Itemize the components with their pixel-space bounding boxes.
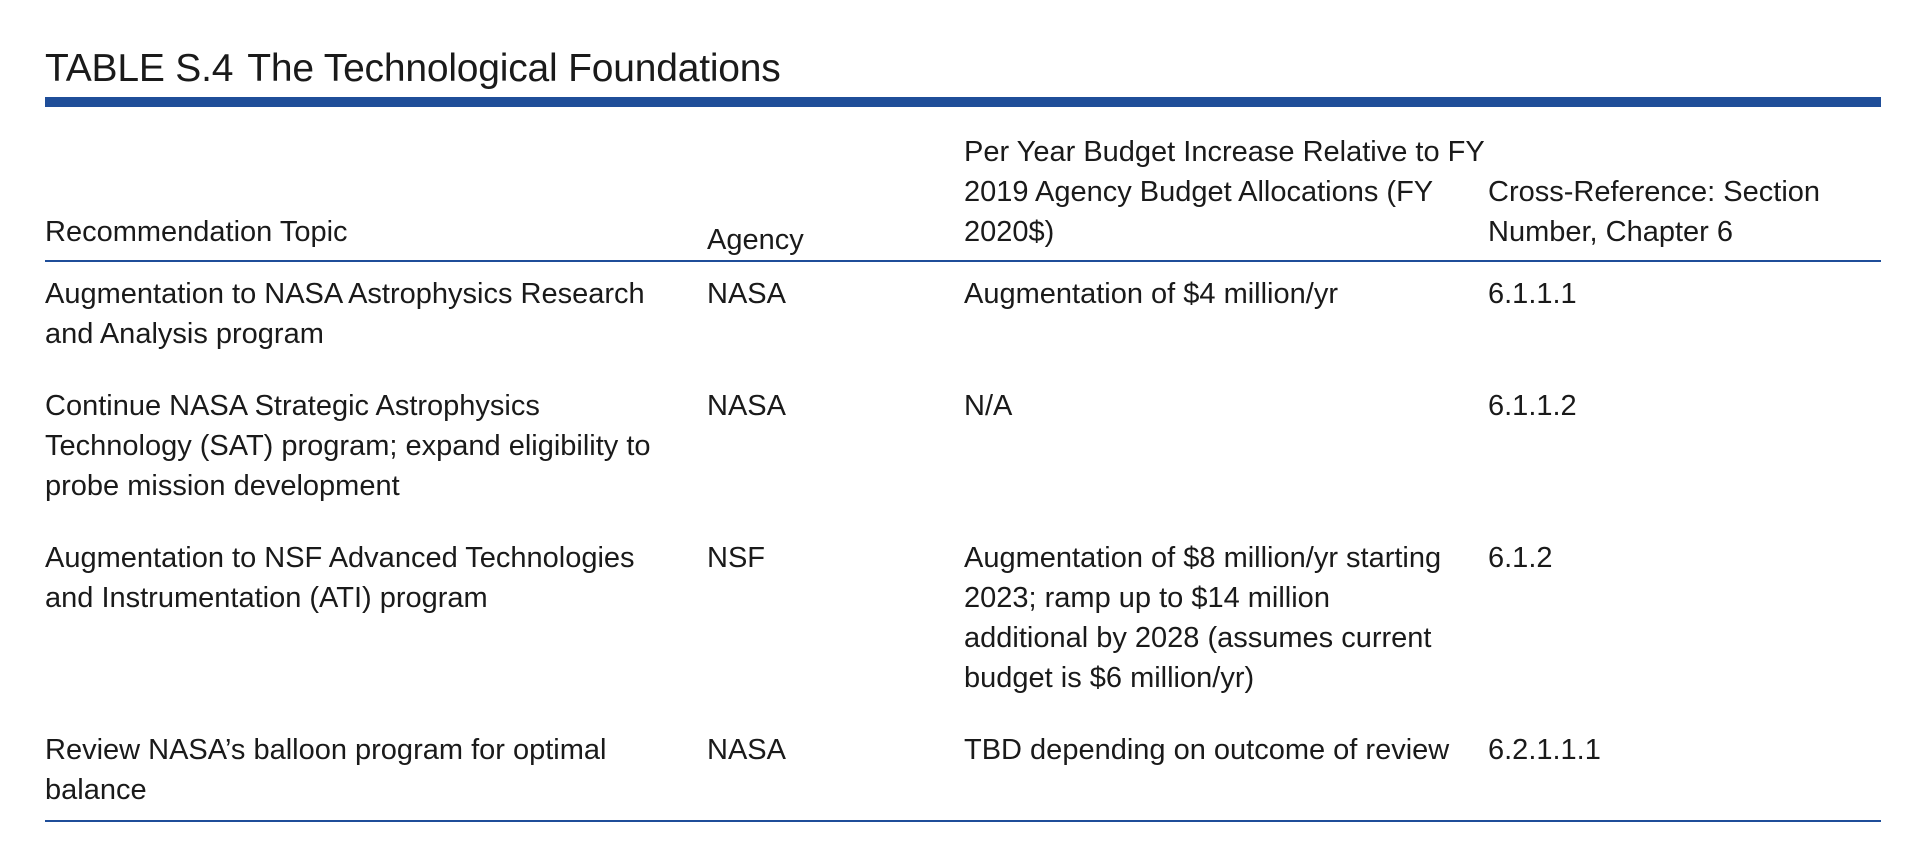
header-agency: Agency xyxy=(707,132,964,262)
cell-budget: Augmentation of $4 million/yr xyxy=(964,278,1338,310)
cell-budget: Augmentation of $8 million/yr starting 2… xyxy=(964,542,1442,694)
title-rule xyxy=(45,97,1881,107)
table-header-row: Recommendation Topic Agency Per Year Bud… xyxy=(45,132,1881,262)
cell-cross-reference: 6.2.1.1.1 xyxy=(1488,718,1881,822)
recommendations-table: Recommendation Topic Agency Per Year Bud… xyxy=(45,132,1881,822)
cell-cross-reference: 6.1.1.1 xyxy=(1488,278,1577,310)
table-title-prefix: TABLE S.4 xyxy=(45,47,234,90)
cell-budget: TBD depending on outcome of review xyxy=(964,718,1488,822)
table-title-text: The Technological Foundations xyxy=(247,47,781,90)
cell-agency: NSF xyxy=(707,542,765,574)
table-row: Augmentation to NSF Advanced Technologie… xyxy=(45,526,1881,718)
header-recommendation-topic: Recommendation Topic xyxy=(45,132,707,262)
table-row: Augmentation to NASA Astrophysics Resear… xyxy=(45,261,1881,374)
table-row: Review NASA’s balloon program for optima… xyxy=(45,718,1881,822)
cell-cross-reference: 6.1.2 xyxy=(1488,542,1553,574)
table-row: Continue NASA Strategic Astrophysics Tec… xyxy=(45,374,1881,526)
header-budget-increase: Per Year Budget Increase Relative to FY … xyxy=(964,132,1488,262)
cell-agency: NASA xyxy=(707,390,786,422)
header-cross-reference: Cross-Reference: Section Number, Chapter… xyxy=(1488,132,1881,262)
cell-agency: NASA xyxy=(707,278,786,310)
cell-topic: Continue NASA Strategic Astrophysics Tec… xyxy=(45,390,651,502)
cell-cross-reference: 6.1.1.2 xyxy=(1488,390,1577,422)
cell-budget: N/A xyxy=(964,390,1013,422)
cell-agency: NASA xyxy=(707,718,964,822)
table-title: TABLE S.4 The Technological Foundations xyxy=(45,46,781,92)
cell-topic: Augmentation to NASA Astrophysics Resear… xyxy=(45,278,645,350)
cell-topic: Augmentation to NSF Advanced Technologie… xyxy=(45,542,635,614)
cell-topic: Review NASA’s balloon program for optima… xyxy=(45,718,707,822)
